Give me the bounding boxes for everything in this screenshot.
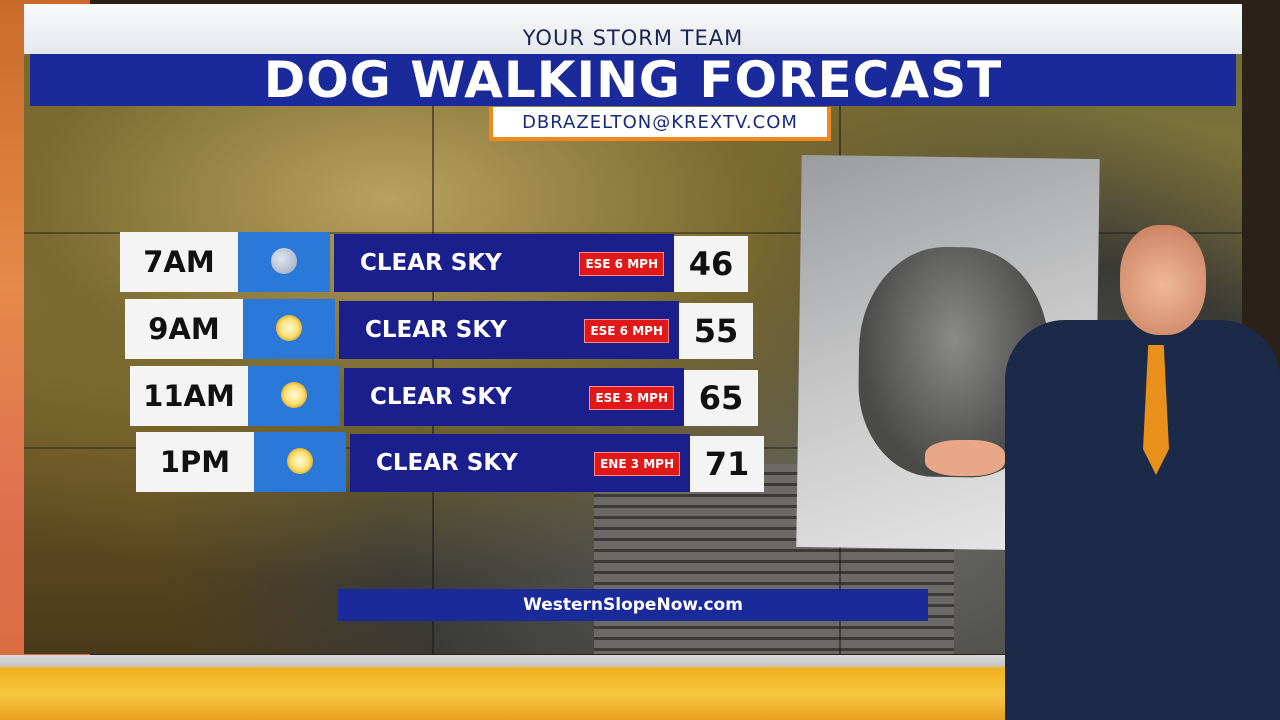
weather-icon-cell bbox=[248, 366, 340, 426]
forecast-time: 1PM bbox=[136, 432, 254, 492]
condition-text: CLEAR SKY bbox=[365, 317, 507, 343]
sun-icon bbox=[276, 315, 302, 341]
forecast-temp: 71 bbox=[690, 436, 764, 492]
presenter-hand bbox=[925, 440, 1005, 476]
website-banner: WesternSlopeNow.com bbox=[338, 589, 928, 621]
weather-icon-cell bbox=[238, 232, 330, 292]
presenter-head bbox=[1120, 225, 1206, 335]
header-bar bbox=[24, 4, 1242, 54]
forecast-temp: 55 bbox=[679, 303, 753, 359]
presenter-tie bbox=[1143, 345, 1169, 475]
wind-badge: ESE 3 MPH bbox=[589, 386, 674, 410]
wind-badge: ENE 3 MPH bbox=[594, 452, 680, 476]
condition-text: CLEAR SKY bbox=[360, 250, 502, 276]
weather-icon-cell bbox=[243, 299, 335, 359]
team-label: YOUR STORM TEAM bbox=[522, 26, 744, 50]
wind-badge: ESE 6 MPH bbox=[579, 252, 664, 276]
email-label: DBRAZELTON@KREXTV.COM bbox=[489, 107, 831, 141]
forecast-time: 11AM bbox=[130, 366, 248, 426]
forecast-condition: CLEAR SKY ENE 3 MPH bbox=[350, 434, 690, 492]
wall-seam bbox=[24, 232, 1242, 234]
condition-text: CLEAR SKY bbox=[376, 450, 518, 476]
condition-text: CLEAR SKY bbox=[370, 384, 512, 410]
forecast-time: 9AM bbox=[125, 299, 243, 359]
sun-icon bbox=[281, 382, 307, 408]
forecast-temp: 46 bbox=[674, 236, 748, 292]
sun-icon bbox=[287, 448, 313, 474]
forecast-temp: 65 bbox=[684, 370, 758, 426]
wind-badge: ESE 6 MPH bbox=[584, 319, 669, 343]
presenter bbox=[925, 225, 1280, 720]
forecast-time: 7AM bbox=[120, 232, 238, 292]
forecast-condition: CLEAR SKY ESE 6 MPH bbox=[334, 234, 674, 292]
page-title: DOG WALKING FORECAST bbox=[30, 54, 1236, 106]
presenter-suit bbox=[1005, 320, 1280, 720]
forecast-condition: CLEAR SKY ESE 3 MPH bbox=[344, 368, 684, 426]
forecast-condition: CLEAR SKY ESE 6 MPH bbox=[339, 301, 679, 359]
weather-icon-cell bbox=[254, 432, 346, 492]
moon-icon bbox=[271, 248, 297, 274]
